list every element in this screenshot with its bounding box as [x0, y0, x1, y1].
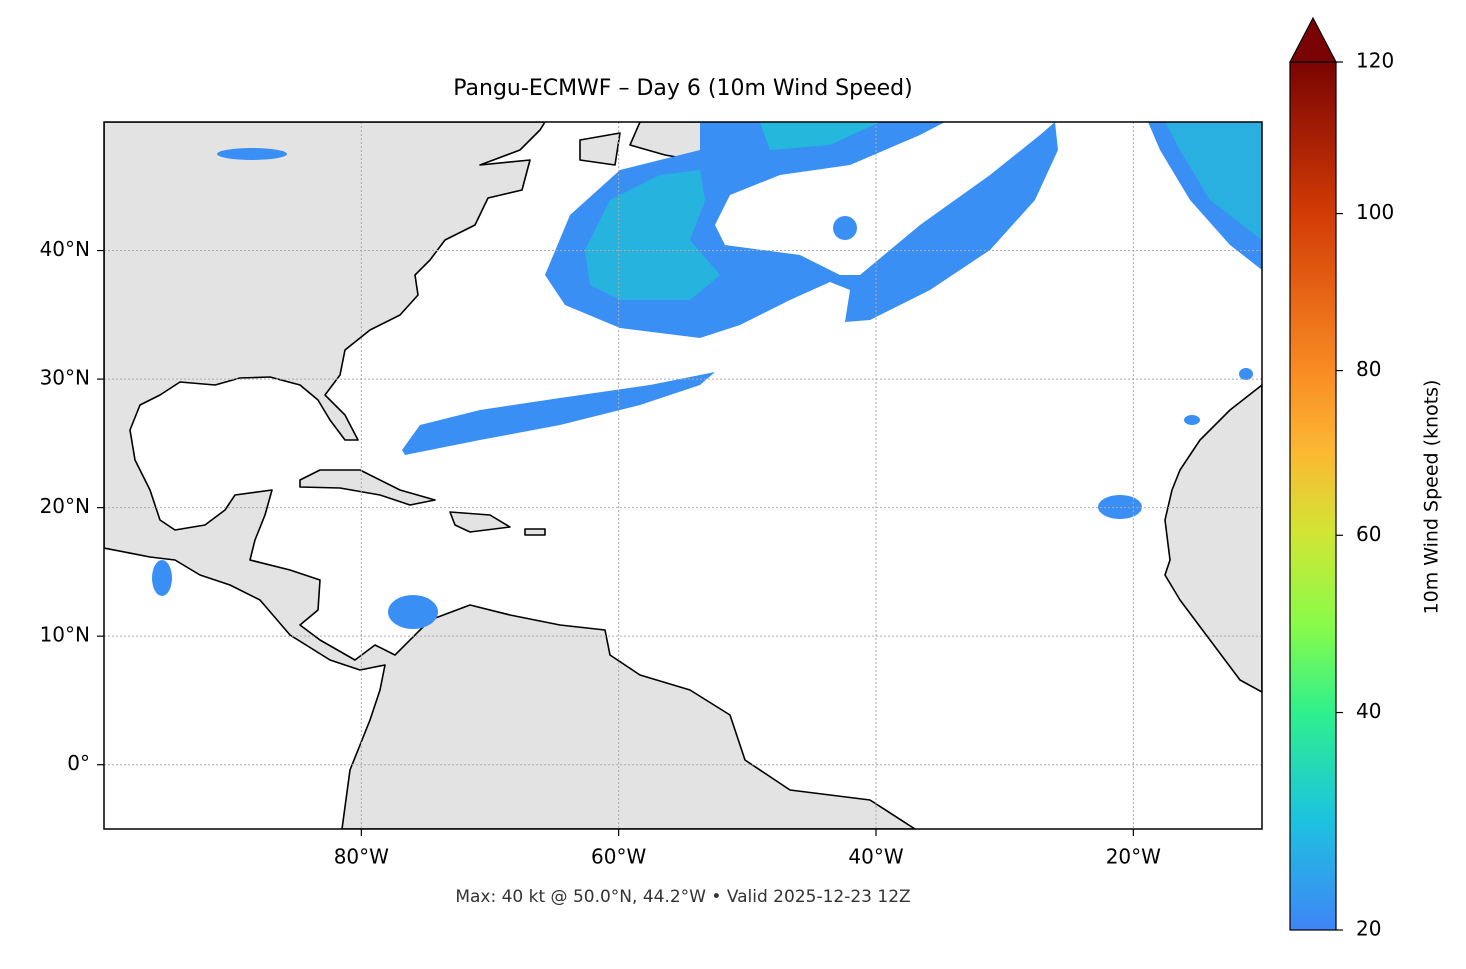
colorbar-extend [1289, 16, 1337, 63]
wind-core [760, 122, 880, 150]
annotation: Max: 40 kt @ 50.0°N, 44.2°W • Valid 2025… [455, 887, 910, 907]
americas [104, 122, 916, 829]
map [104, 122, 1262, 829]
colorbar-tick-label: 120 [1356, 49, 1394, 73]
grid [104, 122, 1262, 829]
y-tick-label: 30°N [40, 366, 90, 390]
colorbar-tick-label: 20 [1356, 917, 1381, 941]
x-tick-label: 80°W [334, 845, 389, 869]
hispaniola [449, 511, 511, 533]
wind-blob [1184, 415, 1200, 425]
x-tick-label: 20°W [1106, 845, 1161, 869]
colorbar-tick-label: 100 [1356, 200, 1394, 224]
wind-blob [1239, 368, 1253, 380]
colorbar-tick-label: 60 [1356, 522, 1381, 546]
x-tick-label: 60°W [591, 845, 646, 869]
wind-blob [833, 216, 857, 240]
colorbar-tick-label: 80 [1356, 357, 1381, 381]
colorbar [1289, 61, 1337, 931]
y-tick-label: 0° [67, 751, 90, 775]
y-tick-label: 40°N [40, 237, 90, 261]
newfoundland [579, 132, 621, 166]
y-tick-label: 20°N [40, 494, 90, 518]
wind-streak [402, 372, 715, 455]
wind-core [1165, 122, 1262, 240]
colorbar-label: 10m Wind Speed (knots) [1421, 380, 1443, 615]
puerto-rico [524, 528, 546, 536]
wind-blob [388, 595, 438, 629]
wind-blob [217, 148, 287, 160]
map-frame [103, 121, 1263, 830]
africa [1164, 384, 1262, 693]
wind-blob [1098, 495, 1142, 519]
chart-title: Pangu-ECMWF – Day 6 (10m Wind Speed) [453, 76, 912, 101]
wind-blob [152, 560, 172, 596]
y-tick-label: 10°N [40, 623, 90, 647]
colorbar-tick-label: 40 [1356, 699, 1381, 723]
cuba [299, 469, 436, 506]
x-tick-label: 40°W [848, 845, 903, 869]
